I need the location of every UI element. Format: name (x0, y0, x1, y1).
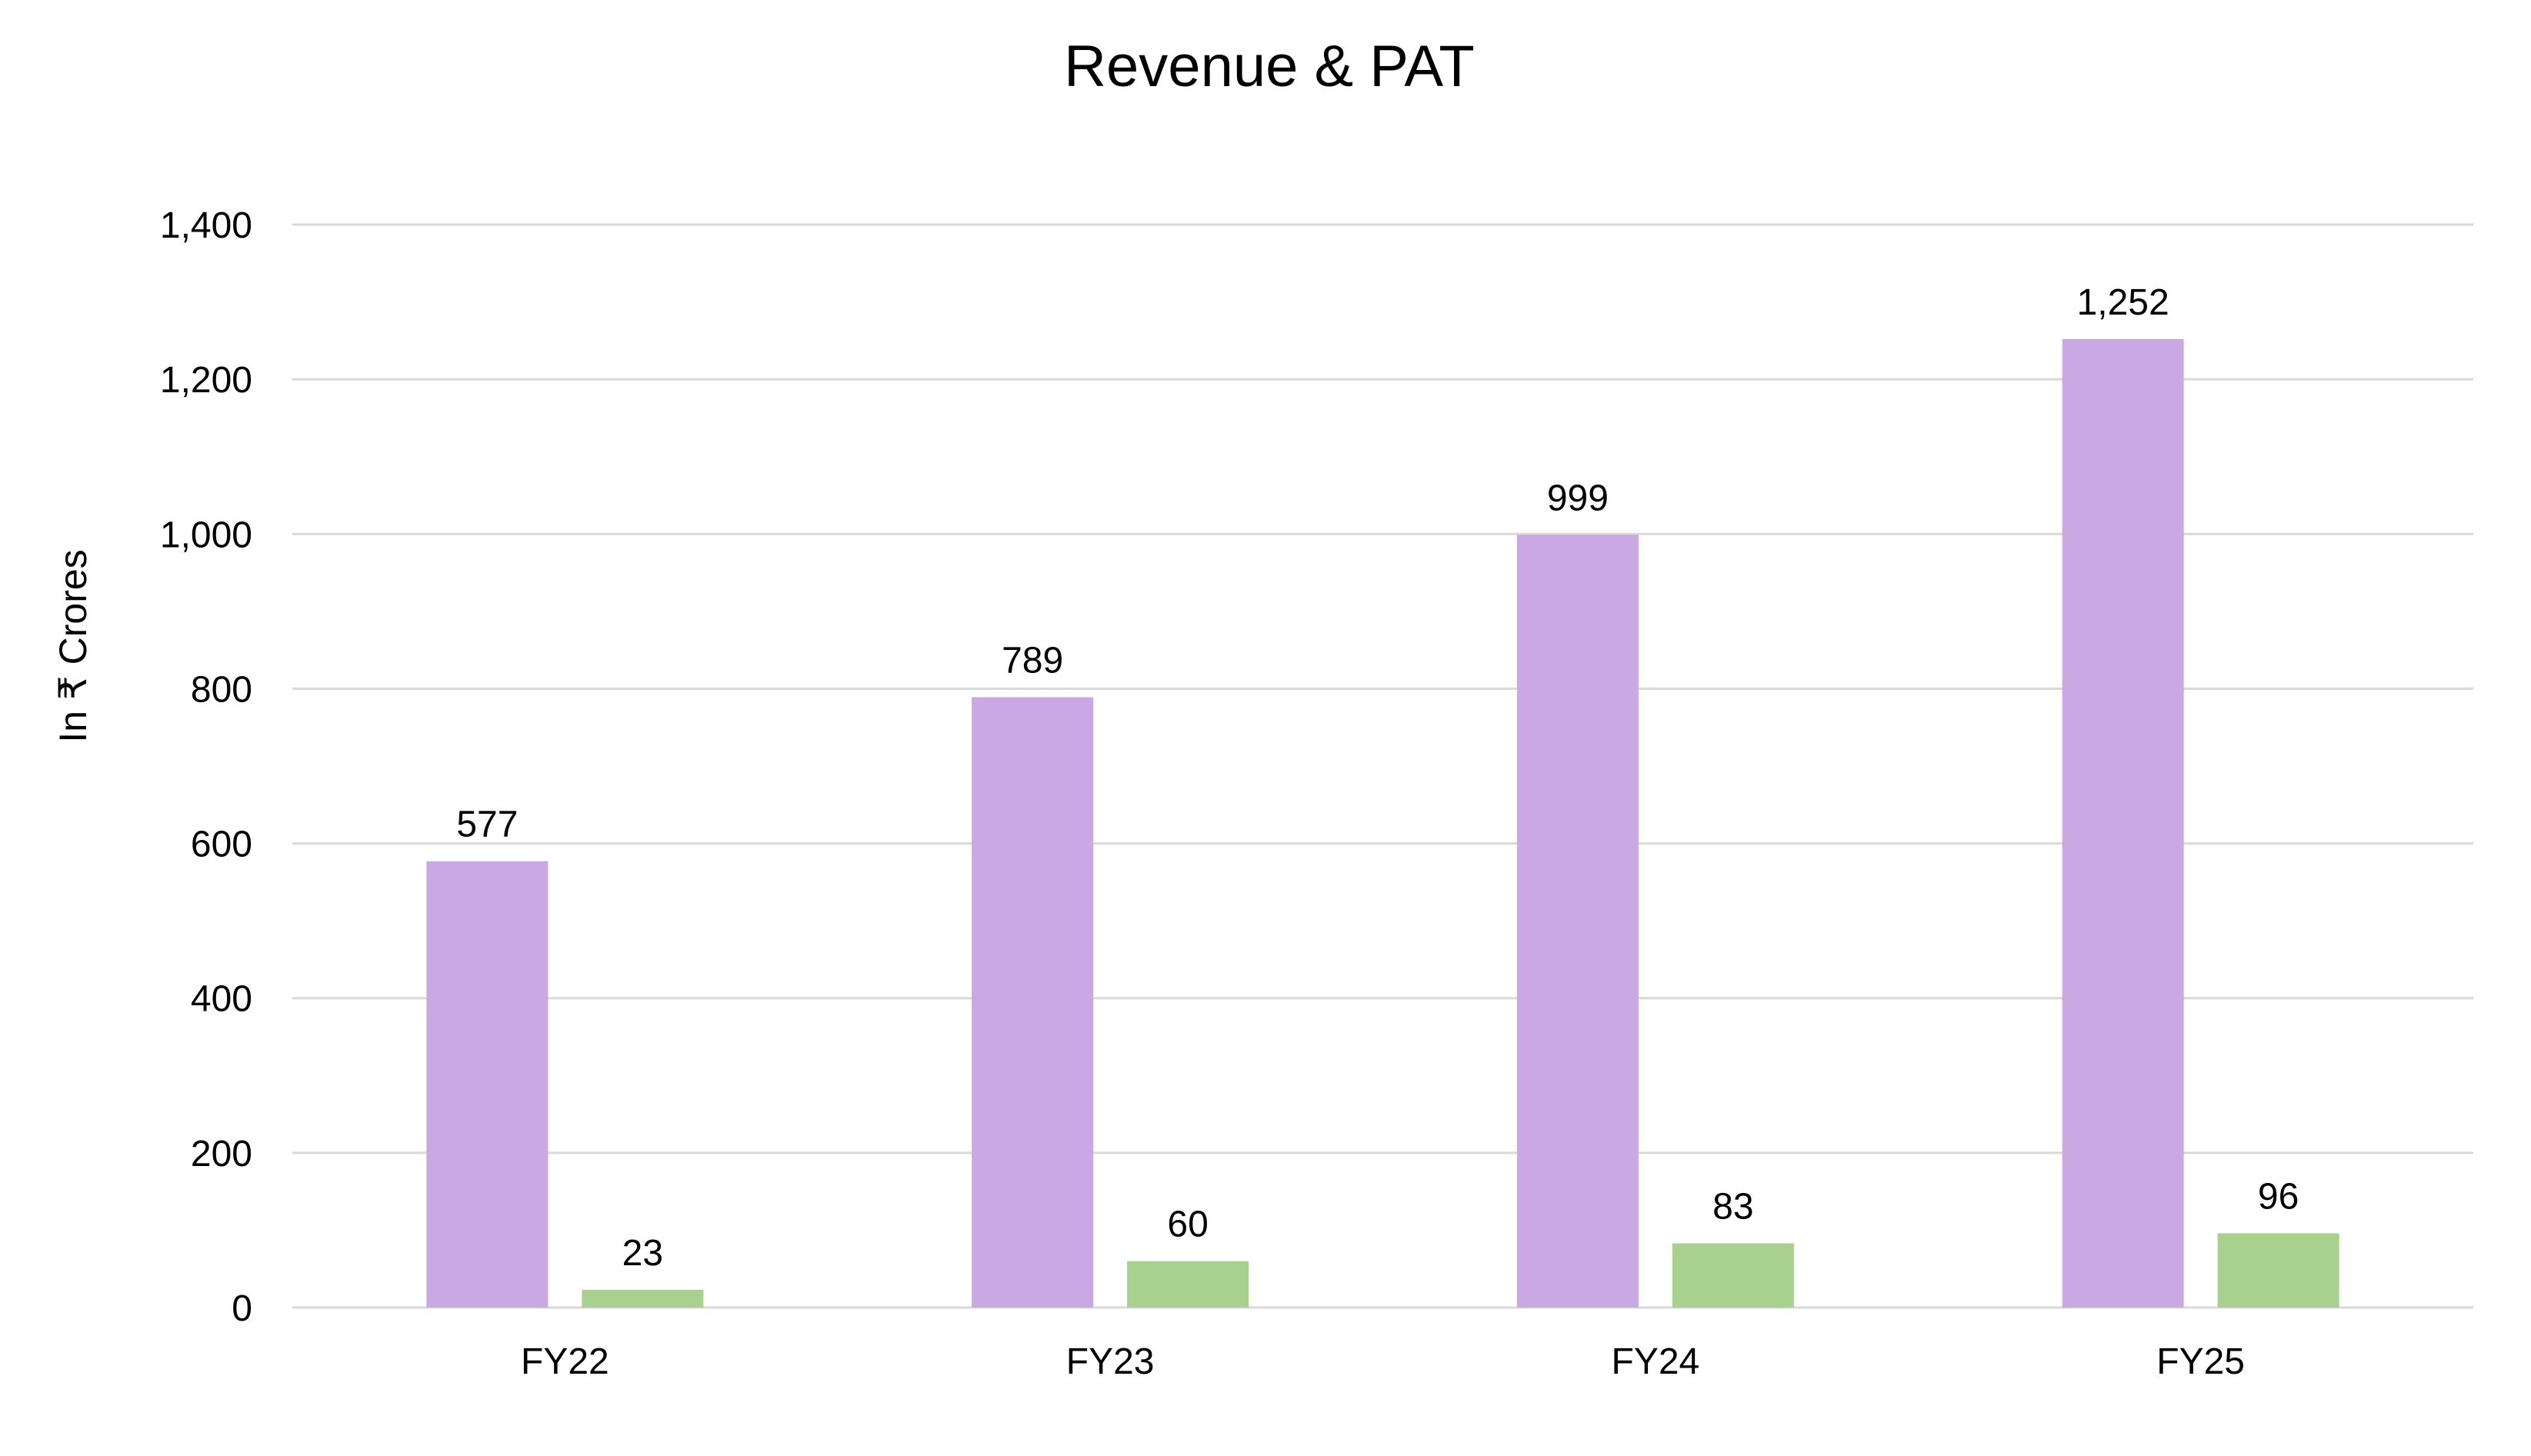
y-tick-label: 200 (191, 1134, 252, 1174)
bar-series-2-fy22 (582, 1289, 704, 1308)
y-tick-label: 1,000 (160, 515, 252, 555)
data-label-series-1-fy22: 577 (456, 805, 518, 845)
x-tick-label: FY24 (1612, 1341, 1700, 1382)
y-tick-label: 400 (191, 979, 252, 1020)
y-tick-label: 0 (232, 1288, 252, 1329)
bar-series-2-fy25 (2217, 1233, 2339, 1308)
gridlines (292, 223, 2473, 1309)
bar-series-1-fy25 (2062, 338, 2184, 1308)
x-tick-label: FY23 (1066, 1341, 1155, 1382)
bar-series-1-fy23 (972, 697, 1094, 1308)
chart-title: Revenue & PAT (1064, 34, 1475, 99)
data-label-series-2-fy22: 23 (622, 1233, 663, 1274)
bar-series-1-fy24 (1516, 535, 1639, 1308)
y-axis-ticks: 0 200 400 600 800 1,000 1,200 1,400 (160, 205, 252, 1329)
data-label-series-2-fy24: 83 (1712, 1187, 1753, 1228)
data-label-series-1-fy25: 1,252 (2077, 282, 2169, 323)
data-labels: 577 23 789 60 999 83 1,252 96 (456, 282, 2299, 1274)
bar-series-2-fy24 (1672, 1243, 1794, 1308)
bar-series-1-fy22 (426, 861, 549, 1308)
bars (426, 338, 2339, 1308)
data-label-series-2-fy23: 60 (1167, 1204, 1208, 1245)
x-tick-label: FY25 (2156, 1341, 2245, 1382)
x-axis-ticks: FY22 FY23 FY24 FY25 (521, 1341, 2245, 1382)
y-tick-label: 1,400 (160, 205, 252, 246)
data-label-series-1-fy24: 999 (1547, 478, 1609, 518)
x-tick-label: FY22 (521, 1341, 609, 1382)
y-axis-label: In ₹ Crores (52, 549, 95, 742)
y-tick-label: 600 (191, 825, 252, 865)
y-tick-label: 1,200 (160, 360, 252, 401)
data-label-series-2-fy25: 96 (2258, 1176, 2299, 1217)
y-tick-label: 800 (191, 669, 252, 710)
data-label-series-1-fy23: 789 (1002, 640, 1063, 681)
bar-series-2-fy23 (1127, 1261, 1249, 1308)
